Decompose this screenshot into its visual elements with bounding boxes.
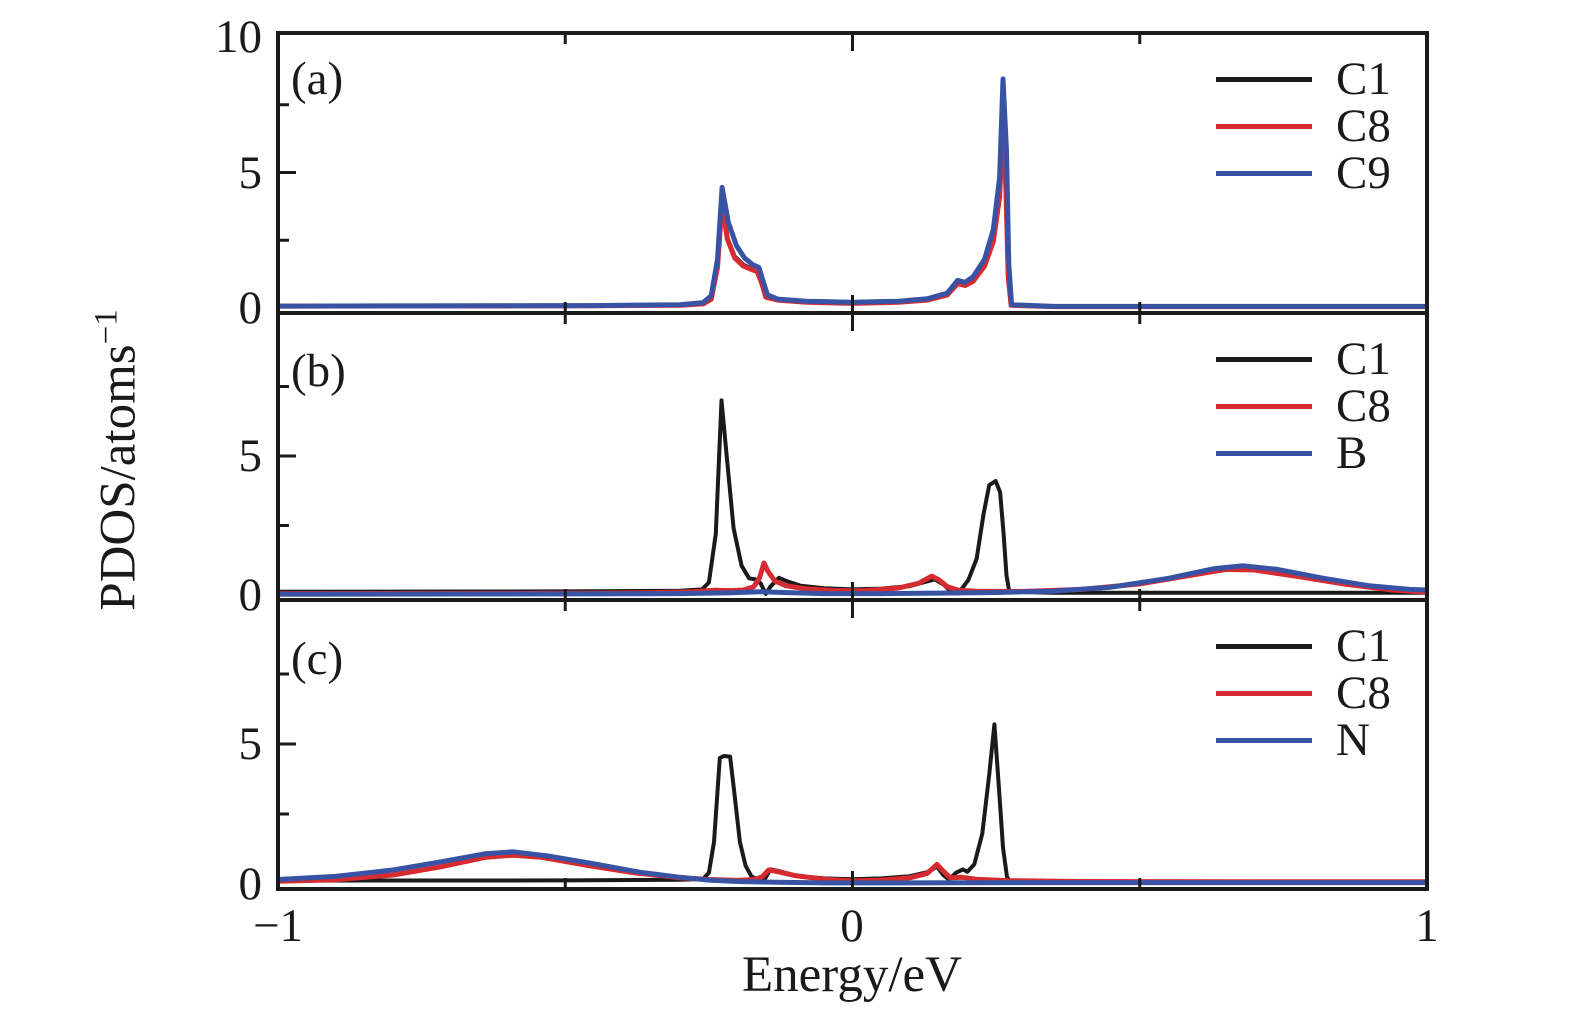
x-axis-label: Energy/eV: [742, 947, 962, 1003]
legend-item-C1: C1: [1216, 56, 1391, 103]
legend-label-N: N: [1336, 714, 1370, 766]
legend-line-C8: [1216, 691, 1312, 696]
y-tick-label-(b)-5: 5: [238, 430, 263, 482]
panel-frame-(c): [276, 598, 1429, 891]
series-(c)-C8: [278, 852, 1427, 885]
y-axis-label-superscript: −1: [88, 309, 125, 345]
series-(a)-C9: [278, 76, 1427, 309]
legend-label-C1: C1: [1336, 333, 1391, 385]
legend-line-N: [1216, 738, 1312, 743]
legend-label-C1: C1: [1336, 620, 1391, 672]
y-tick-label-(a)-10: 10: [215, 11, 262, 63]
legend-label-C9: C9: [1336, 147, 1391, 199]
legend-item-C8: C8: [1216, 103, 1391, 150]
ticks-(a): [280, 35, 1142, 311]
y-axis-label: PDOS/atoms−1: [89, 309, 148, 611]
y-tick-label-(a)-0: 0: [238, 282, 263, 334]
legend-line-C9: [1216, 171, 1312, 176]
legend-label-C1: C1: [1336, 53, 1391, 105]
legend-label-C8: C8: [1336, 380, 1391, 432]
y-tick-label-(c)-5: 5: [238, 718, 263, 770]
legend-label-B: B: [1336, 427, 1368, 479]
panel-label-(b): (b): [291, 345, 346, 397]
y-tick-label-(a)-5: 5: [238, 146, 263, 199]
x-tick-label-1: 1: [1415, 900, 1439, 952]
legend-line-C1: [1216, 644, 1312, 649]
legend-label-C8: C8: [1336, 100, 1391, 152]
series-(c)-N: [278, 849, 1427, 886]
y-tick-label-(b)-0: 0: [238, 569, 263, 621]
legend-item-C8: C8: [1216, 383, 1391, 430]
legend-item-C1: C1: [1216, 336, 1391, 383]
x-tick-label-minus-1: −1: [252, 900, 303, 952]
x-tick-label-0: 0: [840, 900, 864, 952]
legend-item-N: N: [1216, 717, 1391, 764]
legend-panel-(c): C1 C8 N: [1216, 623, 1391, 764]
panel-label-(c): (c): [291, 633, 344, 685]
legend-line-B: [1216, 451, 1312, 456]
legend-line-C1: [1216, 357, 1312, 362]
y-tick-label-(c)-0: 0: [238, 858, 263, 910]
legend-line-C1: [1216, 77, 1312, 82]
legend-line-C8: [1216, 124, 1312, 129]
legend-item-C9: C9: [1216, 150, 1391, 197]
legend-item-C8: C8: [1216, 670, 1391, 717]
ticks-(c): [280, 602, 1142, 887]
panel-label-(a): (a): [291, 53, 344, 105]
panel-curves-(a): [278, 76, 1427, 310]
legend-line-C8: [1216, 404, 1312, 409]
y-axis-label-text: PDOS/atoms: [90, 344, 147, 611]
legend-item-C1: C1: [1216, 623, 1391, 670]
legend-panel-(b): C1 C8 B: [1216, 336, 1391, 477]
legend-label-C8: C8: [1336, 667, 1391, 719]
ticks-(b): [280, 315, 1142, 598]
legend-panel-(a): C1 C8 C9: [1216, 56, 1391, 197]
legend-item-B: B: [1216, 430, 1391, 477]
series-(b)-B: [278, 563, 1427, 597]
